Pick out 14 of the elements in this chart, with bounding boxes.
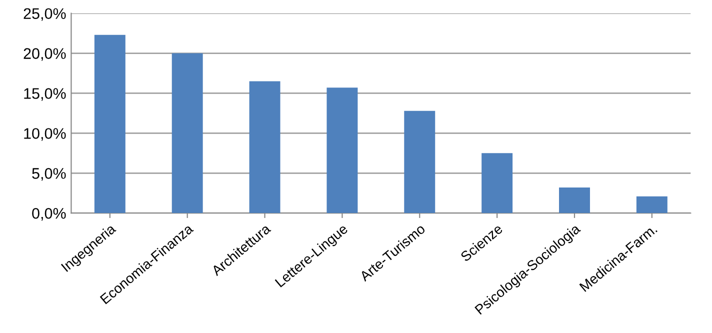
y-tick-label: 20,0%	[24, 48, 66, 61]
bar	[94, 34, 126, 214]
y-tick-label: 0,0%	[32, 208, 66, 221]
bar	[404, 110, 436, 214]
bar	[326, 88, 358, 214]
bar	[559, 188, 590, 214]
bar	[249, 81, 280, 214]
bar	[172, 53, 203, 214]
bar	[636, 196, 668, 214]
y-tick-label: 5,0%	[32, 168, 66, 181]
bar	[482, 153, 513, 214]
y-tick-label: 10,0%	[24, 128, 66, 141]
y-tick-label: 15,0%	[24, 88, 66, 101]
y-tick-label: 25,0%	[24, 8, 66, 21]
